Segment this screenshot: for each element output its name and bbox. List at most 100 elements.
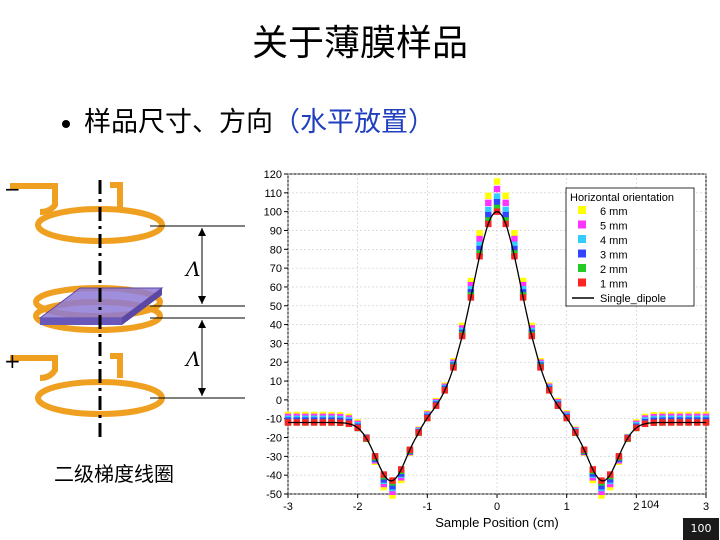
y-tick-label: 90: [270, 225, 282, 237]
x-tick-label: -1: [422, 501, 432, 513]
data-point: [511, 230, 518, 237]
data-point: [502, 199, 509, 207]
y-tick-label: -10: [266, 414, 282, 426]
page-number: 100: [683, 518, 719, 540]
legend-entry: Single_dipole: [600, 293, 666, 305]
legend-marker-icon: [578, 220, 586, 229]
gradiometer-coil-diagram: Λ Λ − +: [4, 177, 245, 438]
bullet-point: 样品尺寸、方向（水平放置）: [62, 100, 435, 139]
minus-terminal: −: [4, 177, 21, 201]
y-tick-label: -50: [266, 489, 282, 501]
coil-lead-bottom: [10, 355, 58, 381]
data-point: [493, 185, 501, 193]
legend-entry: 6 mm: [600, 206, 628, 218]
data-point: [476, 230, 483, 237]
arrowhead-up-icon: [198, 320, 206, 328]
data-point: [476, 241, 483, 248]
legend-entry: 3 mm: [600, 250, 628, 262]
coil-caption: 二级梯度线圈: [54, 462, 174, 486]
data-point: [476, 245, 483, 253]
slide-title: 关于薄膜样品: [251, 23, 468, 64]
legend-entry: 4 mm: [600, 235, 628, 247]
lambda-label-bottom: Λ: [184, 347, 200, 371]
data-point: [493, 199, 501, 206]
data-point: [485, 211, 492, 219]
legend-marker-icon: [578, 264, 586, 272]
data-point: [598, 482, 605, 490]
data-point: [493, 178, 501, 185]
series-line-single-dipole: [288, 210, 706, 482]
data-point: [502, 192, 509, 199]
y-tick-label: 80: [270, 244, 282, 256]
bullet-dot: [62, 119, 70, 128]
x-tick-label: 2: [633, 501, 639, 513]
legend-entry: 5 mm: [600, 221, 628, 233]
arrowhead-down-icon: [198, 296, 206, 304]
data-point: [485, 192, 492, 199]
data-point: [493, 204, 501, 212]
y-tick-label: 0: [276, 395, 282, 407]
data-point: [502, 217, 509, 224]
x-tick-label: -2: [353, 501, 363, 513]
bullet-text: 样品尺寸、方向: [84, 107, 273, 138]
coil-lead-top-right: [110, 182, 123, 210]
x-tick-label: 0: [494, 501, 500, 513]
data-point: [598, 492, 605, 499]
sample-plate-side: [122, 288, 162, 325]
data-point: [519, 281, 527, 289]
arrowhead-down-icon: [198, 388, 206, 396]
coil-lead-bottom-right: [110, 353, 123, 378]
y-tick-label: 110: [264, 188, 282, 200]
y-tick-label: -40: [266, 470, 282, 482]
y-tick-label: 40: [270, 320, 282, 332]
data-point: [389, 482, 396, 490]
x-tick-label: 1: [564, 501, 570, 513]
legend-marker-icon: [578, 249, 586, 258]
x-tick-label: -3: [283, 501, 293, 513]
data-point: [511, 245, 518, 253]
data-point: [519, 277, 527, 285]
data-point: [389, 488, 396, 495]
y-tick-label: 10: [270, 376, 282, 388]
coil-lead-top: [10, 183, 58, 215]
y-tick-label: -20: [266, 433, 282, 445]
legend-title: Horizontal orientation: [570, 192, 674, 204]
data-point: [467, 277, 475, 285]
data-point: [485, 199, 492, 207]
data-point: [511, 241, 518, 248]
data-point: [598, 488, 605, 495]
y-tick-label: 100: [264, 207, 282, 219]
data-point: [476, 235, 483, 243]
y-tick-label: 50: [270, 301, 282, 313]
data-point: [389, 492, 396, 499]
arrowhead-up-icon: [198, 228, 206, 236]
y-tick-label: 20: [270, 357, 282, 369]
data-point: [502, 211, 509, 219]
legend-entry: 2 mm: [600, 264, 628, 276]
legend-entry: 1 mm: [600, 279, 628, 291]
data-point: [511, 235, 518, 243]
y-tick-label: 30: [270, 338, 282, 350]
data-point: [485, 206, 492, 214]
y-tick-label: 60: [270, 282, 282, 294]
figure-number: 104: [641, 499, 659, 511]
data-point: [502, 206, 509, 214]
data-point: [485, 217, 492, 224]
legend-marker-icon: [578, 206, 586, 214]
data-point: [493, 193, 501, 200]
plus-terminal: +: [4, 349, 21, 373]
bullet-highlight: （水平放置）: [273, 107, 435, 138]
x-tick-label: 3: [703, 501, 709, 513]
lambda-label-top: Λ: [184, 257, 200, 281]
legend-box: [565, 187, 695, 307]
y-tick-label: 120: [264, 169, 282, 181]
y-tick-label: 70: [270, 263, 282, 275]
chart-series: [284, 178, 710, 499]
x-axis-title: Sample Position (cm): [435, 515, 559, 530]
legend-marker-icon: [578, 278, 586, 287]
legend-marker-icon: [578, 235, 586, 243]
chart-axes: -50-40-30-20-100102030405060708090100110…: [264, 169, 709, 530]
y-tick-label: -30: [266, 451, 282, 463]
data-point: [467, 281, 475, 289]
